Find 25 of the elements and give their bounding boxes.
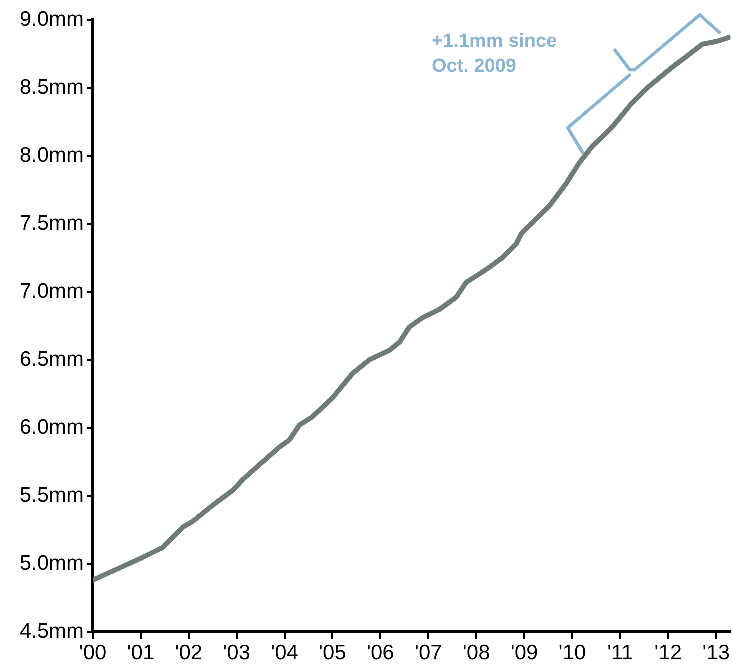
y-tick-label: 7.0mm xyxy=(20,280,84,303)
x-tick-label: '00 xyxy=(79,641,107,664)
x-tick-label: '08 xyxy=(462,641,490,664)
x-tick-label: '07 xyxy=(414,641,442,664)
y-tick-label: 7.5mm xyxy=(20,212,84,235)
x-tick-label: '01 xyxy=(127,641,155,664)
annotation: +1.1mm since Oct. 2009 xyxy=(432,30,558,79)
x-tick-label: '06 xyxy=(366,641,394,664)
x-tick-label: '03 xyxy=(223,641,251,664)
y-tick-label: 8.5mm xyxy=(20,76,84,99)
x-tick-label: '12 xyxy=(654,641,682,664)
y-tick-label: 9.0mm xyxy=(20,8,84,31)
x-tick-label: '05 xyxy=(319,641,346,664)
y-tick-label: 6.5mm xyxy=(20,348,84,371)
y-tick-label: 6.0mm xyxy=(20,416,84,439)
x-tick-label: '02 xyxy=(175,641,203,664)
y-tick-label: 4.5mm xyxy=(20,620,84,643)
x-tick-label: '04 xyxy=(271,641,299,664)
x-tick-label: '11 xyxy=(608,641,634,664)
x-tick-label: '09 xyxy=(510,641,538,664)
y-tick-label: 5.0mm xyxy=(20,552,84,575)
x-tick-label: '10 xyxy=(558,641,586,664)
x-tick-label: '13 xyxy=(702,641,730,664)
y-tick-label: 5.5mm xyxy=(20,484,84,507)
y-tick-label: 8.0mm xyxy=(20,144,84,167)
